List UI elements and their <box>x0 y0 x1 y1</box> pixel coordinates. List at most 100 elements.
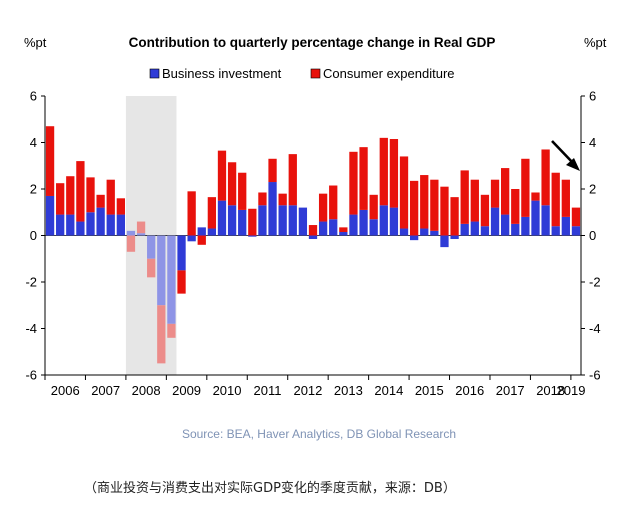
bar-business-investment <box>399 228 409 236</box>
bar-consumer-expenditure <box>157 305 166 364</box>
y-tick-label-right: 6 <box>589 89 596 104</box>
bar-business-investment <box>308 235 318 239</box>
bar-business-investment <box>490 207 500 236</box>
bar-consumer-expenditure <box>248 208 257 236</box>
bar-consumer-expenditure <box>511 189 520 224</box>
y-tick-label-right: -6 <box>589 368 601 383</box>
bar-business-investment <box>329 219 338 236</box>
bar-consumer-expenditure <box>238 172 247 210</box>
x-tick-label: 2016 <box>455 383 484 398</box>
bar-business-investment <box>45 195 55 236</box>
bar-consumer-expenditure <box>56 183 65 215</box>
bar-business-investment <box>278 205 287 236</box>
bar-business-investment <box>521 216 530 236</box>
bar-consumer-expenditure <box>521 158 530 217</box>
bar-consumer-expenditure <box>339 227 348 233</box>
bar-business-investment <box>147 235 156 259</box>
bar-business-investment <box>450 235 459 239</box>
bar-consumer-expenditure <box>318 193 328 222</box>
bar-consumer-expenditure <box>480 194 490 227</box>
y-axis-label-left: %pt <box>24 35 47 50</box>
bar-consumer-expenditure <box>389 139 399 208</box>
bar-business-investment <box>187 235 196 242</box>
bar-business-investment <box>389 207 399 236</box>
bar-consumer-expenditure <box>349 151 358 215</box>
legend-swatch-business-investment <box>149 68 160 79</box>
legend-label-consumer-expenditure: Consumer expenditure <box>323 66 455 81</box>
axes: -6 -6 -4 -4 -2 -2 0 0 2 2 4 4 6 6 2006 2007 2008 2009 2010… <box>25 89 600 399</box>
bar-business-investment <box>561 216 570 236</box>
bar-consumer-expenditure <box>116 198 125 215</box>
bar-consumer-expenditure <box>329 185 338 220</box>
bar-consumer-expenditure <box>561 179 570 217</box>
bar-business-investment <box>298 207 308 236</box>
y-tick-label-left: 2 <box>30 182 37 197</box>
bar-consumer-expenditure <box>440 186 449 236</box>
y-axis-label-right: %pt <box>584 35 607 50</box>
y-tick-label-left: -4 <box>25 321 37 336</box>
y-tick-label-right: 4 <box>589 135 596 150</box>
x-tick-label: 2017 <box>496 383 525 398</box>
bar-business-investment <box>571 226 581 236</box>
bar-consumer-expenditure <box>379 137 388 206</box>
bar-consumer-expenditure <box>136 221 146 234</box>
bar-consumer-expenditure <box>501 168 510 215</box>
bar-business-investment <box>248 235 257 237</box>
bar-business-investment <box>460 223 469 236</box>
bar-consumer-expenditure <box>450 197 459 236</box>
bar-business-investment <box>430 230 439 236</box>
bar-consumer-expenditure <box>126 235 136 252</box>
watermark-text: 华尔街见闻APP <box>506 480 589 495</box>
bar-consumer-expenditure <box>399 156 409 229</box>
bar-consumer-expenditure <box>268 158 277 183</box>
bar-business-investment <box>238 209 247 236</box>
bar-business-investment <box>339 232 348 236</box>
bars <box>45 126 581 364</box>
x-tick-label: 2008 <box>132 383 161 398</box>
bar-business-investment <box>66 214 75 236</box>
bar-business-investment <box>76 221 85 236</box>
bar-business-investment <box>197 227 206 236</box>
bar-consumer-expenditure <box>177 270 186 294</box>
x-tick-label: 2010 <box>213 383 242 398</box>
y-tick-label-left: -2 <box>25 275 37 290</box>
bar-consumer-expenditure <box>258 192 267 206</box>
bar-consumer-expenditure <box>490 179 500 208</box>
bar-business-investment <box>551 226 560 236</box>
legend: Business investment Consumer expenditure <box>149 66 455 81</box>
bar-consumer-expenditure <box>430 179 439 231</box>
bar-business-investment <box>379 205 388 236</box>
y-tick-label-right: -2 <box>589 275 601 290</box>
x-tick-label: 2014 <box>374 383 403 398</box>
bar-business-investment <box>501 214 510 236</box>
bar-business-investment <box>541 205 550 236</box>
bar-business-investment <box>177 235 186 271</box>
bar-business-investment <box>349 214 358 236</box>
bar-consumer-expenditure <box>288 154 297 206</box>
bar-consumer-expenditure <box>45 126 55 196</box>
bar-consumer-expenditure <box>470 179 479 222</box>
x-tick-label: 2012 <box>293 383 322 398</box>
bar-business-investment <box>480 226 490 236</box>
legend-swatch-consumer-expenditure <box>310 68 321 79</box>
bar-business-investment <box>409 235 419 241</box>
bar-consumer-expenditure <box>96 194 105 208</box>
source-note: Source: BEA, Haver Analytics, DB Global … <box>182 427 456 441</box>
bar-consumer-expenditure <box>167 323 176 338</box>
bar-consumer-expenditure <box>541 149 550 206</box>
bar-business-investment <box>96 207 105 236</box>
bar-consumer-expenditure <box>359 147 368 210</box>
bar-business-investment <box>440 235 449 248</box>
x-tick-label: 2019 <box>557 383 586 398</box>
bar-business-investment <box>56 214 65 236</box>
y-tick-label-left: -6 <box>25 368 37 383</box>
bar-consumer-expenditure <box>147 258 156 278</box>
bar-business-investment <box>106 214 115 236</box>
bar-business-investment <box>420 228 429 236</box>
bar-business-investment <box>470 221 479 236</box>
x-tick-label: 2011 <box>254 383 282 398</box>
bar-consumer-expenditure <box>217 150 227 201</box>
x-tick-label: 2018 <box>536 383 565 398</box>
x-tick-label: 2009 <box>172 383 201 398</box>
